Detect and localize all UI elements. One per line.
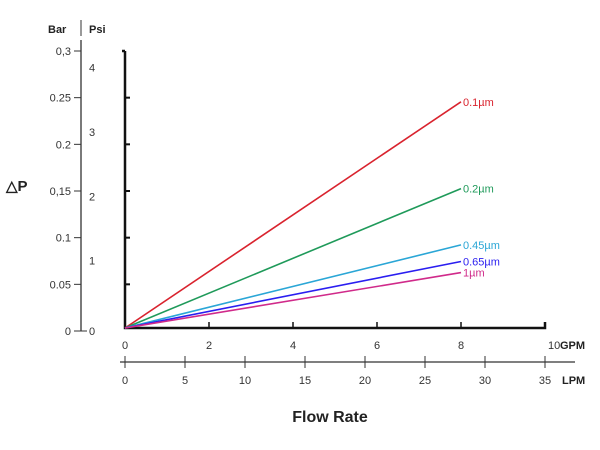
- gpm-tick-label: 8: [458, 340, 464, 352]
- psi-tick-label: 4: [89, 63, 95, 75]
- series-label: 0.2µm: [463, 184, 494, 196]
- bar-tick-label: 0: [65, 326, 71, 338]
- psi-tick-label: 2: [89, 191, 95, 203]
- lpm-tick-label: 15: [299, 375, 311, 387]
- series-line-3: [124, 260, 462, 329]
- lpm-tick-label: 10: [239, 375, 251, 387]
- lpm-tick-label: 30: [479, 375, 491, 387]
- psi-tick-label: 1: [89, 256, 95, 268]
- series-label: 0.65µm: [463, 257, 500, 269]
- gpm-tick-label: 4: [290, 340, 296, 352]
- y-axis-title: △P: [5, 178, 28, 195]
- gpm-unit-label: GPM: [560, 340, 585, 352]
- lpm-unit-label: LPM: [562, 375, 585, 387]
- lpm-tick-label: 25: [419, 375, 431, 387]
- bar-unit-label: Bar: [48, 24, 67, 36]
- psi-tick-label: 3: [89, 127, 95, 139]
- gpm-tick-label: 6: [374, 340, 380, 352]
- bar-tick-label: 0,15: [50, 186, 71, 198]
- psi-tick-label: 0: [89, 326, 95, 338]
- series-line-1: [124, 187, 462, 329]
- lpm-tick-label: 20: [359, 375, 371, 387]
- x-axis-title: Flow Rate: [292, 409, 368, 426]
- bar-tick-label: 0.1: [56, 233, 71, 245]
- series-label: 1µm: [463, 268, 485, 280]
- bar-tick-label: 0.25: [50, 93, 71, 105]
- series-label: 0.1µm: [463, 97, 494, 109]
- bar-tick-label: 0.2: [56, 139, 71, 151]
- lpm-tick-label: 0: [122, 375, 128, 387]
- gpm-tick-label: 0: [122, 340, 128, 352]
- series-line-2: [124, 244, 462, 329]
- series-line-0: [124, 101, 462, 329]
- bar-tick-label: 0.05: [50, 279, 71, 291]
- bar-tick-label: 0,3: [56, 46, 71, 58]
- series-label: 0.45µm: [463, 240, 500, 252]
- lpm-tick-label: 35: [539, 375, 551, 387]
- plot-frame: [122, 49, 547, 330]
- lpm-tick-label: 5: [182, 375, 188, 387]
- gpm-tick-label: 10: [548, 340, 560, 352]
- gpm-tick-label: 2: [206, 340, 212, 352]
- psi-unit-label: Psi: [89, 24, 106, 36]
- series-line-4: [124, 271, 462, 329]
